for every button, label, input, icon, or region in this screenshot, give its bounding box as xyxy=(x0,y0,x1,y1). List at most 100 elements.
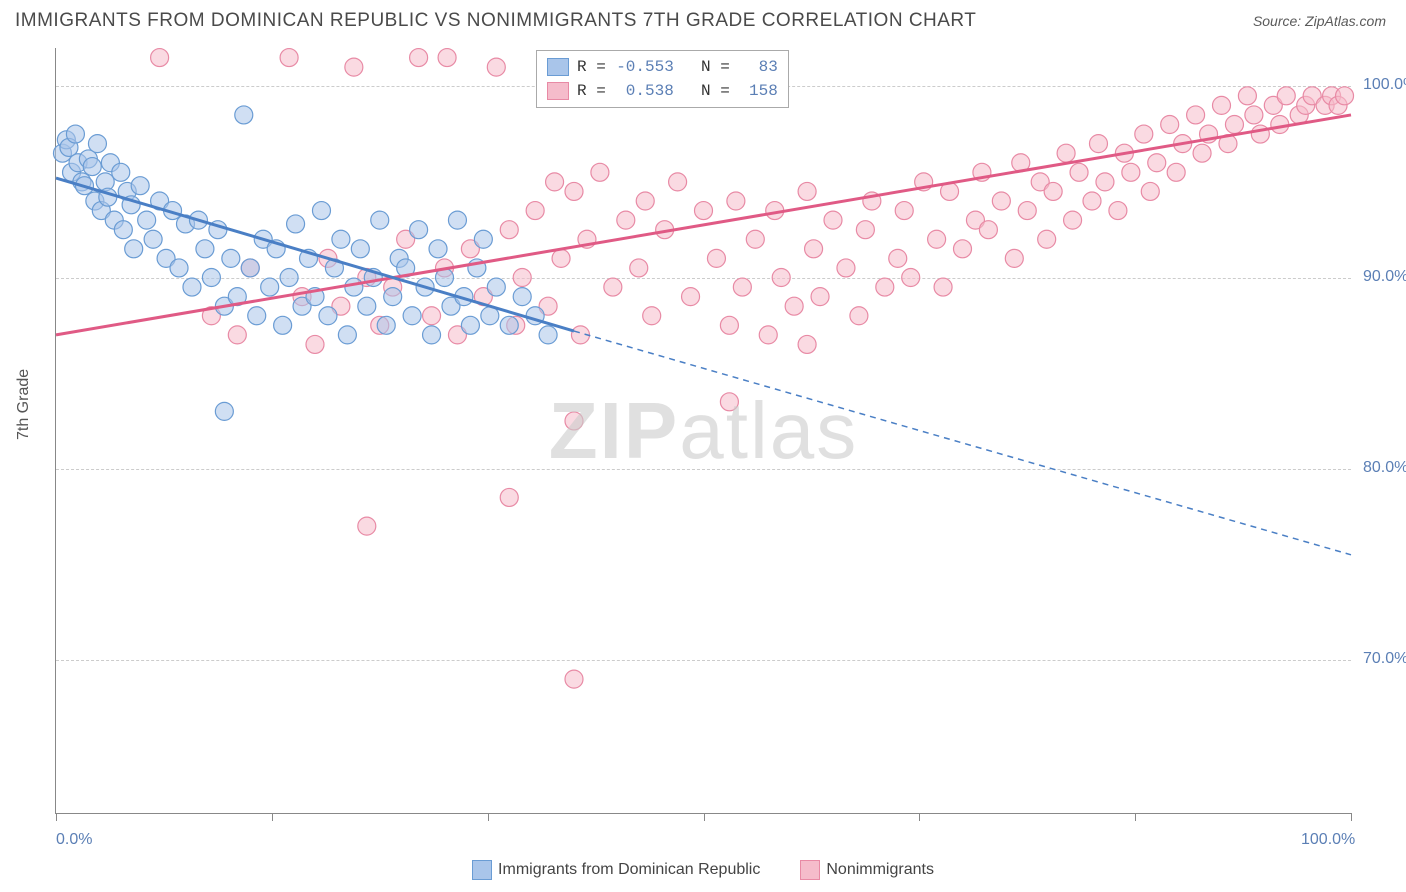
scatter-point xyxy=(1044,182,1062,200)
scatter-point xyxy=(1089,135,1107,153)
trend-line-nonimmigrants xyxy=(56,115,1351,335)
plot-area: 70.0%80.0%90.0%100.0%0.0%100.0% ZIPatlas… xyxy=(55,48,1351,814)
header: IMMIGRANTS FROM DOMINICAN REPUBLIC VS NO… xyxy=(0,0,1406,37)
scatter-point xyxy=(438,49,456,67)
scatter-point xyxy=(526,202,544,220)
scatter-point xyxy=(429,240,447,258)
scatter-point xyxy=(565,412,583,430)
scatter-point xyxy=(1070,163,1088,181)
stats-n-value: 83 xyxy=(738,55,778,79)
scatter-point xyxy=(358,517,376,535)
scatter-point xyxy=(280,49,298,67)
legend-item: Nonimmigrants xyxy=(800,860,934,880)
scatter-point xyxy=(1148,154,1166,172)
ytick-label: 90.0% xyxy=(1363,268,1406,286)
scatter-point xyxy=(345,278,363,296)
scatter-point xyxy=(895,202,913,220)
trend-line-immigrants-dashed xyxy=(574,331,1351,555)
scatter-point xyxy=(1018,202,1036,220)
scatter-point xyxy=(358,297,376,315)
scatter-point xyxy=(889,249,907,267)
scatter-point xyxy=(1135,125,1153,143)
scatter-point xyxy=(1064,211,1082,229)
scatter-point xyxy=(954,240,972,258)
scatter-point xyxy=(1141,182,1159,200)
stats-r-value: -0.553 xyxy=(614,55,674,79)
scatter-point xyxy=(811,288,829,306)
scatter-point xyxy=(248,307,266,325)
scatter-point xyxy=(83,158,101,176)
scatter-point xyxy=(1096,173,1114,191)
stats-swatch xyxy=(547,58,569,76)
scatter-point xyxy=(410,221,428,239)
scatter-point xyxy=(513,288,531,306)
scatter-point xyxy=(617,211,635,229)
scatter-point xyxy=(66,125,84,143)
scatter-point xyxy=(261,278,279,296)
scatter-point xyxy=(837,259,855,277)
scatter-point xyxy=(565,670,583,688)
scatter-point xyxy=(131,177,149,195)
scatter-point xyxy=(1187,106,1205,124)
scatter-point xyxy=(487,58,505,76)
bottom-legend: Immigrants from Dominican Republic Nonimm… xyxy=(0,860,1406,880)
scatter-point xyxy=(636,192,654,210)
scatter-point xyxy=(746,230,764,248)
xtick-mark xyxy=(56,813,57,821)
scatter-point xyxy=(351,240,369,258)
scatter-point xyxy=(1083,192,1101,210)
xtick-mark xyxy=(1135,813,1136,821)
scatter-point xyxy=(1122,163,1140,181)
xtick-mark xyxy=(488,813,489,821)
xtick-mark xyxy=(1351,813,1352,821)
scatter-point xyxy=(410,49,428,67)
scatter-point xyxy=(215,402,233,420)
scatter-point xyxy=(1193,144,1211,162)
scatter-point xyxy=(785,297,803,315)
scatter-point xyxy=(546,173,564,191)
scatter-point xyxy=(1005,249,1023,267)
scatter-point xyxy=(1245,106,1263,124)
xtick-label: 0.0% xyxy=(56,831,92,849)
legend-item: Immigrants from Dominican Republic xyxy=(472,860,760,880)
scatter-point xyxy=(202,269,220,287)
scatter-point xyxy=(805,240,823,258)
scatter-point xyxy=(1336,87,1354,105)
stats-swatch xyxy=(547,82,569,100)
source-label: Source: ZipAtlas.com xyxy=(1253,13,1386,29)
scatter-point xyxy=(733,278,751,296)
legend-swatch xyxy=(800,860,820,880)
stats-r-label: R = xyxy=(577,79,606,103)
scatter-point xyxy=(604,278,622,296)
chart-title: IMMIGRANTS FROM DOMINICAN REPUBLIC VS NO… xyxy=(15,10,976,32)
stats-r-label: R = xyxy=(577,55,606,79)
scatter-point xyxy=(345,58,363,76)
scatter-point xyxy=(423,326,441,344)
legend-swatch xyxy=(472,860,492,880)
scatter-point xyxy=(183,278,201,296)
scatter-point xyxy=(565,182,583,200)
stats-n-value: 158 xyxy=(738,79,778,103)
legend-label: Nonimmigrants xyxy=(826,861,934,878)
scatter-point xyxy=(306,335,324,353)
xtick-mark xyxy=(272,813,273,821)
scatter-point xyxy=(228,326,246,344)
scatter-point xyxy=(170,259,188,277)
stats-row: R = 0.538 N = 158 xyxy=(547,79,778,103)
scatter-point xyxy=(934,278,952,296)
scatter-point xyxy=(1277,87,1295,105)
scatter-point xyxy=(928,230,946,248)
scatter-point xyxy=(112,163,130,181)
scatter-point xyxy=(824,211,842,229)
scatter-point xyxy=(720,316,738,334)
scatter-point xyxy=(235,106,253,124)
scatter-point xyxy=(144,230,162,248)
scatter-point xyxy=(151,49,169,67)
scatter-point xyxy=(850,307,868,325)
stats-row: R = -0.553 N = 83 xyxy=(547,55,778,79)
scatter-point xyxy=(992,192,1010,210)
scatter-point xyxy=(222,249,240,267)
scatter-point xyxy=(513,269,531,287)
scatter-point xyxy=(196,240,214,258)
scatter-point xyxy=(403,307,421,325)
